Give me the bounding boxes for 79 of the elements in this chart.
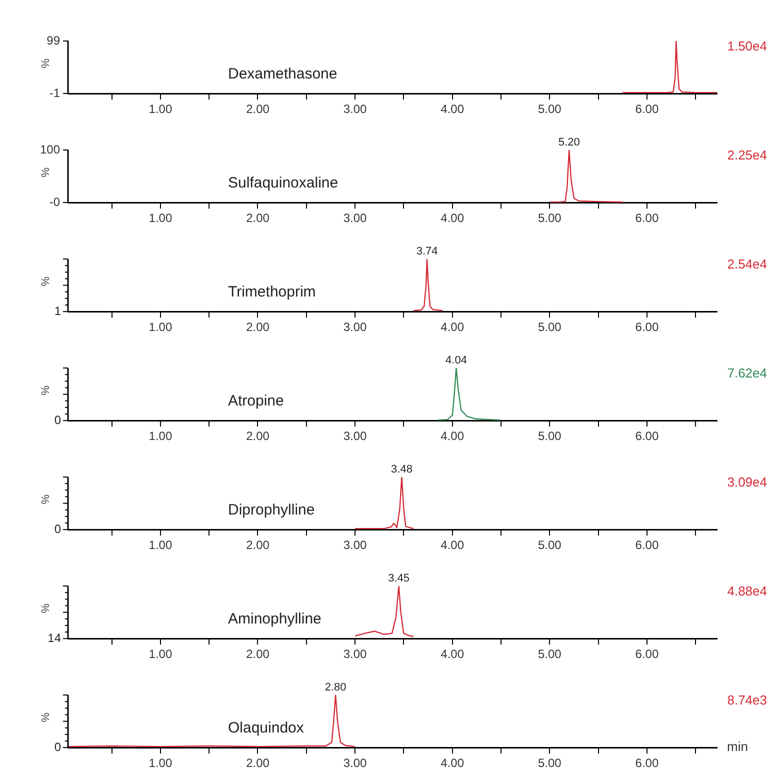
y-tick-label: -1: [49, 86, 60, 100]
x-tick-label: 5.00: [538, 320, 562, 334]
y-axis-title: %: [40, 603, 52, 614]
text: Trimethoprim: [228, 284, 316, 301]
x-tick-label: 4.00: [440, 647, 464, 662]
x-tick-label: 5.00: [538, 102, 562, 116]
x-tick-label: 3.00: [343, 320, 368, 334]
y-axis-title: %: [40, 494, 52, 504]
x-tick-label: 2.00: [246, 647, 270, 662]
x-tick-label: 2.00: [246, 429, 270, 444]
y-axis-title: %: [40, 712, 52, 722]
x-tick-label: 6.00: [635, 320, 659, 334]
x-tick-label: 5.00: [538, 538, 562, 552]
text: Atropine: [228, 392, 284, 410]
y-tick-label: 99: [46, 33, 60, 48]
x-tick-label: 1.00: [148, 756, 172, 770]
text: Diprophylline: [228, 502, 315, 519]
x-tick-label: 4.00: [440, 211, 464, 226]
y-axis-title: %: [40, 167, 52, 178]
text: 0: [54, 522, 62, 536]
x-tick-label: 5.00: [538, 429, 562, 444]
x-tick-label: 3.00: [343, 538, 368, 552]
x-tick-label: 2.00: [246, 538, 270, 552]
x-tick-label: 1.00: [148, 647, 172, 662]
x-tick-label: 2.00: [246, 102, 270, 116]
text: 3.09e4: [727, 474, 767, 490]
text: 0: [54, 740, 62, 754]
y-tick-label: 100: [40, 142, 60, 156]
text: 8.74e3: [727, 692, 767, 708]
x-tick-label: 2.00: [246, 320, 270, 334]
text: 1: [54, 304, 62, 318]
text: 0: [54, 412, 62, 427]
x-tick-label: 4.00: [440, 538, 464, 552]
annotation: 3.45: [388, 572, 410, 585]
x-tick-label: 2.00: [246, 756, 270, 770]
y-axis-title: %: [40, 58, 52, 68]
x-tick-label: 6.00: [635, 756, 659, 770]
x-tick-label: 1.00: [148, 102, 172, 116]
x-tick-label: 1.00: [148, 211, 172, 226]
x-tick-label: 6.00: [635, 647, 659, 662]
annotation: 3.48: [391, 464, 412, 476]
x-tick-label: 4.00: [440, 429, 464, 444]
x-tick-label: 3.00: [343, 102, 368, 116]
x-tick-label: 5.00: [538, 756, 562, 770]
annotation: 5.20: [558, 136, 580, 149]
x-axis-title: min: [727, 739, 748, 754]
x-tick-label: 3.00: [343, 429, 368, 444]
x-tick-label: 5.00: [538, 647, 562, 662]
x-tick-label: 4.00: [440, 320, 464, 334]
x-tick-label: 3.00: [343, 756, 368, 770]
x-tick-label: 6.00: [635, 429, 659, 444]
text: 2.54e4: [727, 256, 767, 272]
text: Olaquindox: [228, 720, 304, 737]
x-tick-label: 1.00: [148, 538, 172, 552]
x-tick-label: 2.00: [246, 211, 270, 226]
x-tick-label: 3.00: [343, 211, 368, 226]
x-tick-label: 6.00: [635, 211, 659, 226]
y-axis-title: %: [40, 385, 52, 396]
x-tick-label: 4.00: [440, 756, 464, 770]
text: Aminophylline: [228, 610, 322, 628]
text: 1.50e4: [727, 38, 767, 54]
y-axis-title: %: [40, 276, 52, 286]
text: Dexamethasone: [228, 66, 338, 83]
text: 4.88e4: [727, 584, 767, 599]
annotation: 3.74: [416, 246, 438, 258]
x-tick-label: 6.00: [635, 538, 659, 552]
x-tick-label: 6.00: [635, 102, 659, 116]
x-tick-label: 3.00: [343, 647, 368, 662]
text: 2.25e4: [727, 148, 767, 163]
text: 7.62e4: [727, 366, 767, 381]
annotation: 4.04: [446, 354, 467, 367]
x-tick-label: 1.00: [148, 429, 172, 444]
x-tick-label: 5.00: [538, 211, 562, 226]
text: 14: [48, 630, 62, 645]
x-tick-label: 1.00: [148, 320, 172, 334]
text: Sulfaquinoxaline: [228, 174, 338, 192]
annotation: 2.80: [324, 682, 346, 694]
y-tick-label: -0: [49, 194, 60, 209]
x-tick-label: 4.00: [440, 102, 464, 116]
